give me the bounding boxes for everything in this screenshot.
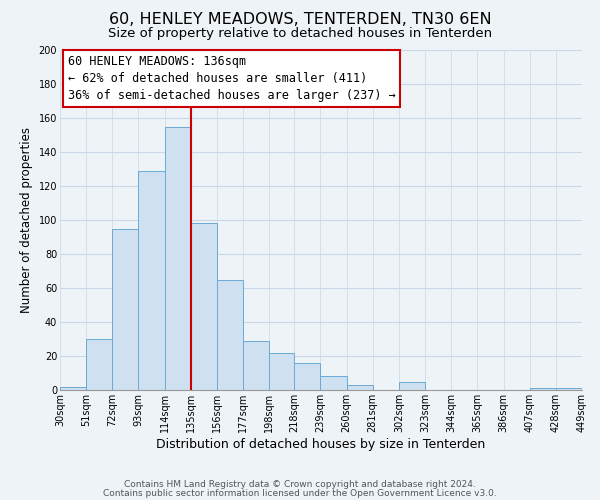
Bar xyxy=(86,339,112,390)
Bar xyxy=(112,228,139,390)
Bar xyxy=(320,376,347,390)
Bar xyxy=(164,126,191,390)
Bar xyxy=(294,363,320,390)
Y-axis label: Number of detached properties: Number of detached properties xyxy=(20,127,33,313)
Bar xyxy=(139,170,164,390)
Text: Size of property relative to detached houses in Tenterden: Size of property relative to detached ho… xyxy=(108,28,492,40)
Bar xyxy=(191,224,217,390)
Bar xyxy=(399,382,425,390)
Text: 60 HENLEY MEADOWS: 136sqm
← 62% of detached houses are smaller (411)
36% of semi: 60 HENLEY MEADOWS: 136sqm ← 62% of detac… xyxy=(68,55,395,102)
X-axis label: Distribution of detached houses by size in Tenterden: Distribution of detached houses by size … xyxy=(157,438,485,450)
Bar xyxy=(347,385,373,390)
Bar xyxy=(60,386,86,390)
Text: 60, HENLEY MEADOWS, TENTERDEN, TN30 6EN: 60, HENLEY MEADOWS, TENTERDEN, TN30 6EN xyxy=(109,12,491,28)
Text: Contains HM Land Registry data © Crown copyright and database right 2024.: Contains HM Land Registry data © Crown c… xyxy=(124,480,476,489)
Bar xyxy=(217,280,243,390)
Bar xyxy=(269,352,294,390)
Bar xyxy=(530,388,556,390)
Bar xyxy=(556,388,582,390)
Bar xyxy=(243,340,269,390)
Text: Contains public sector information licensed under the Open Government Licence v3: Contains public sector information licen… xyxy=(103,488,497,498)
